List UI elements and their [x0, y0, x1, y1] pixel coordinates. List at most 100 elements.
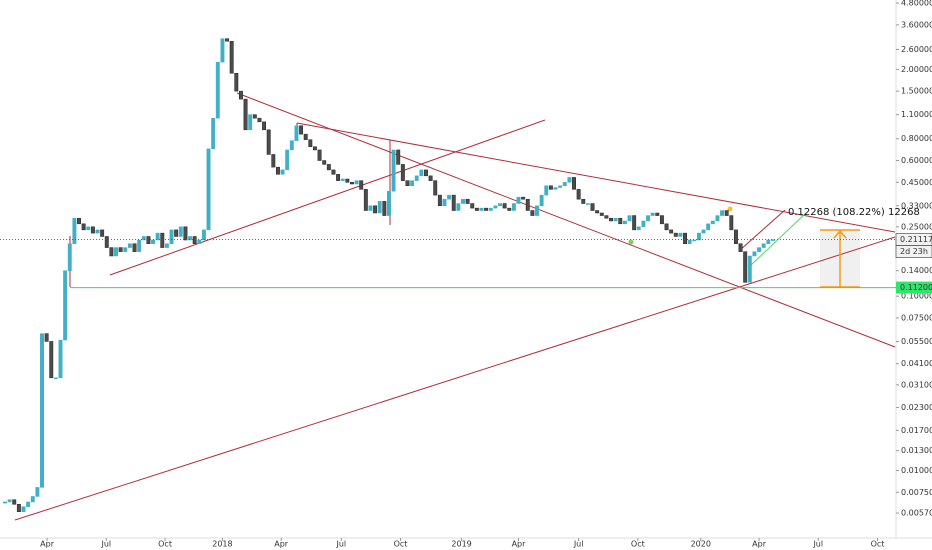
y-tick-label: 0.14000 — [901, 266, 932, 275]
trend-line — [14, 236, 896, 521]
countdown-label: 2d 23h — [900, 247, 928, 256]
marker-dot — [727, 206, 733, 212]
candle — [479, 207, 484, 211]
candle — [350, 182, 354, 185]
candle — [21, 506, 26, 512]
y-tick-label: 0.60000 — [901, 156, 932, 165]
x-tick-label: 2019 — [451, 540, 471, 549]
candle — [90, 226, 95, 234]
candle — [132, 243, 137, 252]
candle — [225, 38, 230, 42]
candle — [391, 149, 396, 192]
candle — [183, 226, 188, 241]
candle — [373, 205, 378, 214]
candle — [63, 270, 68, 341]
candle — [141, 236, 146, 241]
candle — [646, 215, 650, 222]
candle — [687, 239, 692, 244]
candle — [262, 121, 267, 131]
candle — [622, 220, 627, 225]
candle — [164, 243, 169, 248]
candle — [114, 247, 118, 257]
candle — [215, 61, 220, 119]
candle — [729, 215, 734, 231]
candle — [530, 210, 535, 216]
candle — [326, 164, 331, 171]
candle — [151, 239, 155, 244]
candle — [49, 341, 54, 379]
candle — [266, 129, 271, 155]
candle — [336, 174, 341, 181]
candle — [206, 148, 211, 231]
candle — [252, 114, 257, 119]
y-tick-label: 1.10000 — [901, 110, 932, 119]
candle — [715, 215, 720, 222]
x-tick-label: Oct — [871, 540, 885, 549]
candle — [613, 217, 618, 222]
candle — [664, 223, 669, 231]
x-tick-label: Oct — [158, 540, 172, 549]
candle — [673, 232, 678, 237]
candle — [257, 117, 262, 123]
x-tick-label: Jul — [335, 540, 346, 549]
candle — [86, 226, 91, 231]
y-tick-label: 2.60000 — [901, 45, 932, 54]
candle — [340, 178, 345, 181]
candle — [317, 149, 322, 161]
candle — [498, 203, 502, 207]
candle — [7, 499, 12, 503]
y-tick-label: 0.01000 — [901, 466, 932, 475]
candle — [248, 114, 253, 131]
y-tick-label: 0.00570 — [901, 509, 932, 518]
candle — [201, 229, 206, 241]
x-tick-label: Apr — [752, 540, 767, 549]
y-tick-label: 4.80000 — [901, 0, 932, 8]
candle — [271, 154, 276, 168]
candle — [377, 201, 382, 214]
candle — [678, 232, 683, 237]
candle — [53, 377, 58, 380]
x-tick-label: Oct — [631, 540, 645, 549]
candle — [474, 207, 479, 211]
candle — [30, 496, 35, 503]
candle — [618, 217, 623, 225]
candle — [539, 194, 544, 207]
candle — [558, 185, 563, 188]
candle — [35, 487, 40, 497]
candle — [535, 205, 539, 216]
candle — [733, 229, 738, 244]
y-tick-label: 0.01300 — [901, 446, 932, 455]
candle — [641, 220, 646, 228]
candle — [155, 232, 160, 241]
candle — [345, 178, 350, 183]
marker-dot — [628, 239, 634, 245]
candle — [188, 236, 192, 241]
candle — [100, 229, 105, 237]
candle — [197, 239, 202, 244]
candle — [146, 236, 151, 244]
x-tick-label: Apr — [274, 540, 289, 549]
candle — [706, 223, 711, 231]
candle — [289, 140, 294, 151]
y-tick-label: 0.80000 — [901, 134, 932, 143]
candle — [280, 169, 285, 175]
candle — [692, 239, 697, 242]
x-tick-label: Jul — [100, 540, 111, 549]
candle — [178, 226, 183, 237]
candle — [761, 243, 766, 248]
candle — [359, 180, 364, 190]
trend-line — [296, 122, 896, 233]
candle — [72, 217, 77, 244]
y-tick-label: 2.00000 — [901, 65, 932, 74]
candle — [169, 229, 174, 244]
candle — [595, 210, 600, 214]
candle — [294, 125, 299, 141]
y-tick-label: 3.60000 — [901, 20, 932, 29]
candle — [456, 203, 461, 211]
candle — [516, 196, 521, 204]
candle — [511, 203, 516, 211]
candle — [627, 215, 632, 222]
last-price-label: 0.21117 — [900, 235, 932, 244]
candle — [581, 198, 586, 204]
candle — [484, 207, 489, 211]
